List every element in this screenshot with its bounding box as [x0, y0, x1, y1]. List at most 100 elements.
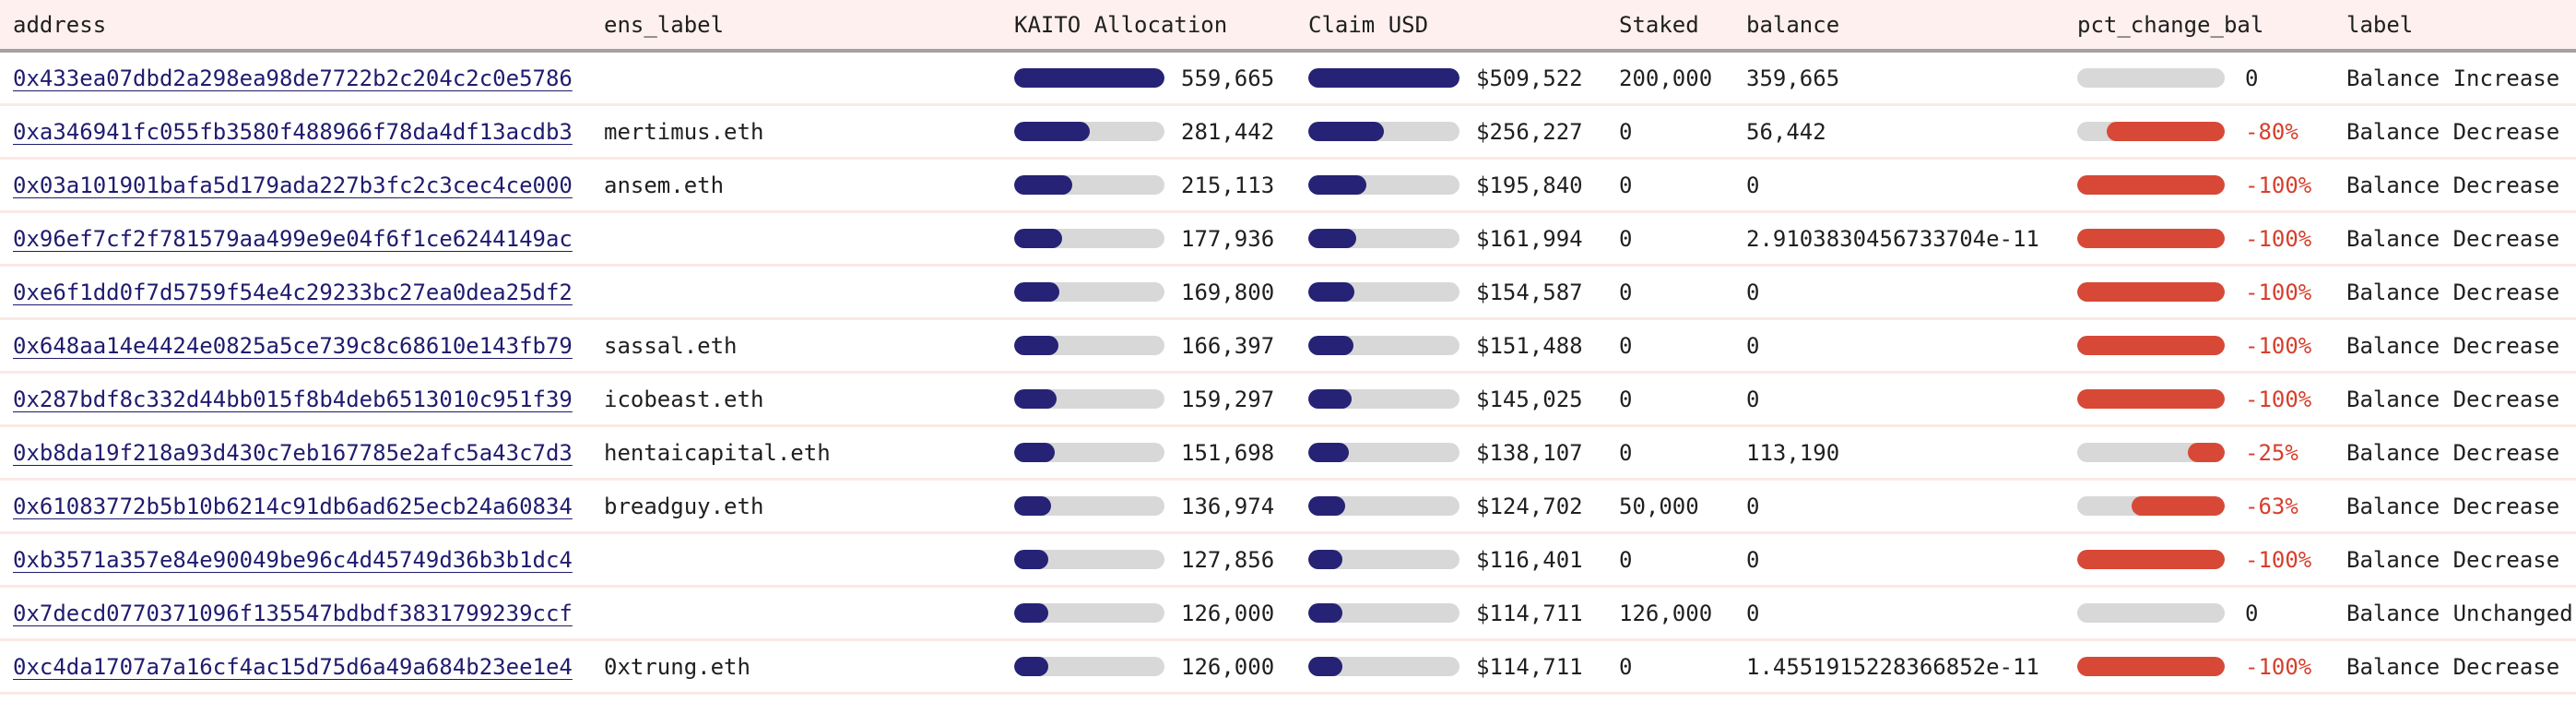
balance-value: 1.4551915228366852e-11: [1746, 653, 2039, 680]
pct-change-bar-fill: [2107, 122, 2225, 141]
staked-value: 0: [1619, 386, 1633, 412]
row-label: Balance Decrease: [2346, 546, 2560, 573]
allocation-bar-fill: [1014, 68, 1164, 88]
address-link[interactable]: 0xa346941fc055fb3580f488966f78da4df13acd…: [13, 118, 573, 145]
staked-value: 50,000: [1619, 493, 1699, 519]
pct-change-bar: [2077, 603, 2225, 623]
balance-value: 0: [1746, 172, 1760, 198]
table-row: 0x61083772b5b10b6214c91db6ad625ecb24a608…: [0, 481, 2576, 534]
allocation-bar: [1014, 229, 1164, 248]
ens-label: breadguy.eth: [604, 493, 764, 519]
claim-usd-bar-fill: [1308, 389, 1352, 409]
address-link[interactable]: 0xb8da19f218a93d430c7eb167785e2afc5a43c7…: [13, 439, 573, 466]
claim-usd-value: $114,711: [1476, 600, 1583, 626]
allocation-value: 169,800: [1181, 279, 1275, 305]
pct-change-bar: [2077, 68, 2225, 88]
pct-change-value: -100%: [2245, 653, 2312, 680]
balance-value: 359,665: [1746, 65, 1840, 91]
allocation-value: 151,698: [1181, 439, 1275, 466]
claim-usd-bar-fill: [1308, 282, 1354, 302]
staked-value: 0: [1619, 653, 1633, 680]
claim-usd-bar: [1308, 229, 1459, 248]
address-link[interactable]: 0xe6f1dd0f7d5759f54e4c29233bc27ea0dea25d…: [13, 279, 573, 305]
allocation-bar-fill: [1014, 282, 1060, 302]
claim-usd-value: $161,994: [1476, 225, 1583, 252]
claim-usd-bar-fill: [1308, 68, 1459, 88]
pct-change-bar-fill: [2132, 496, 2225, 516]
claim-usd-bar: [1308, 550, 1459, 569]
ens-label: icobeast.eth: [604, 386, 764, 412]
table-row: 0x7decd0770371096f135547bdbdf3831799239c…: [0, 588, 2576, 641]
ens-label: sassal.eth: [604, 332, 738, 359]
allocation-bar-fill: [1014, 550, 1049, 569]
pct-change-bar: [2077, 496, 2225, 516]
pct-change-bar-fill: [2077, 229, 2225, 248]
allocation-value: 126,000: [1181, 653, 1275, 680]
pct-change-value: 0: [2245, 65, 2259, 91]
table-body: 0x433ea07dbd2a298ea98de7722b2c204c2c0e57…: [0, 53, 2576, 695]
balance-value: 113,190: [1746, 439, 1840, 466]
table-header-row: address ens_label KAITO Allocation Claim…: [0, 0, 2576, 53]
pct-change-bar: [2077, 336, 2225, 355]
allocation-value: 177,936: [1181, 225, 1275, 252]
address-link[interactable]: 0x03a101901bafa5d179ada227b3fc2c3cec4ce0…: [13, 172, 573, 198]
claim-usd-bar: [1308, 68, 1459, 88]
pct-change-value: -100%: [2245, 386, 2312, 412]
pct-change-value: -100%: [2245, 172, 2312, 198]
claim-usd-bar-fill: [1308, 443, 1350, 462]
address-link[interactable]: 0xb3571a357e84e90049be96c4d45749d36b3b1d…: [13, 546, 573, 573]
pct-change-bar: [2077, 550, 2225, 569]
row-label: Balance Decrease: [2346, 279, 2560, 305]
table-row: 0xa346941fc055fb3580f488966f78da4df13acd…: [0, 106, 2576, 160]
claim-usd-bar: [1308, 389, 1459, 409]
claim-usd-value: $151,488: [1476, 332, 1583, 359]
pct-change-bar-fill: [2188, 443, 2225, 462]
address-link[interactable]: 0xc4da1707a7a16cf4ac15d75d6a49a684b23ee1…: [13, 653, 573, 680]
allocation-bar: [1014, 336, 1164, 355]
column-header-kaito-allocation: KAITO Allocation: [1014, 11, 1228, 38]
pct-change-bar-fill: [2077, 175, 2225, 195]
staked-value: 0: [1619, 225, 1633, 252]
ens-label: ansem.eth: [604, 172, 725, 198]
claim-usd-value: $145,025: [1476, 386, 1583, 412]
claim-usd-bar-fill: [1308, 122, 1385, 141]
pct-change-value: -100%: [2245, 546, 2312, 573]
claim-usd-bar: [1308, 496, 1459, 516]
row-label: Balance Decrease: [2346, 439, 2560, 466]
allocation-bar-fill: [1014, 122, 1090, 141]
pct-change-value: -100%: [2245, 332, 2312, 359]
row-label: Balance Increase: [2346, 65, 2560, 91]
pct-change-bar: [2077, 443, 2225, 462]
allocation-bar: [1014, 389, 1164, 409]
ens-label: mertimus.eth: [604, 118, 764, 145]
allocation-bar: [1014, 122, 1164, 141]
claim-usd-bar: [1308, 603, 1459, 623]
pct-change-bar-fill: [2077, 336, 2225, 355]
pct-change-bar: [2077, 657, 2225, 676]
address-link[interactable]: 0x287bdf8c332d44bb015f8b4deb6513010c951f…: [13, 386, 573, 412]
allocation-bar: [1014, 443, 1164, 462]
column-header-ens-label: ens_label: [604, 11, 725, 38]
allocation-bar-fill: [1014, 496, 1051, 516]
address-link[interactable]: 0x433ea07dbd2a298ea98de7722b2c204c2c0e57…: [13, 65, 573, 91]
claim-usd-bar: [1308, 282, 1459, 302]
claim-usd-bar-fill: [1308, 336, 1353, 355]
allocation-value: 126,000: [1181, 600, 1275, 626]
allocation-bar: [1014, 603, 1164, 623]
allocation-value: 127,856: [1181, 546, 1275, 573]
pct-change-bar: [2077, 282, 2225, 302]
address-link[interactable]: 0x648aa14e4424e0825a5ce739c8c68610e143fb…: [13, 332, 573, 359]
allocation-value: 281,442: [1181, 118, 1275, 145]
allocation-value: 166,397: [1181, 332, 1275, 359]
row-label: Balance Decrease: [2346, 172, 2560, 198]
claim-usd-value: $124,702: [1476, 493, 1583, 519]
address-link[interactable]: 0x61083772b5b10b6214c91db6ad625ecb24a608…: [13, 493, 573, 519]
address-link[interactable]: 0x7decd0770371096f135547bdbdf3831799239c…: [13, 600, 573, 626]
staked-value: 0: [1619, 332, 1633, 359]
pct-change-value: -100%: [2245, 279, 2312, 305]
column-header-pct-change-bal: pct_change_bal: [2077, 11, 2264, 38]
pct-change-bar: [2077, 389, 2225, 409]
address-link[interactable]: 0x96ef7cf2f781579aa499e9e04f6f1ce6244149…: [13, 225, 573, 252]
allocation-bar-fill: [1014, 443, 1056, 462]
claim-usd-value: $138,107: [1476, 439, 1583, 466]
